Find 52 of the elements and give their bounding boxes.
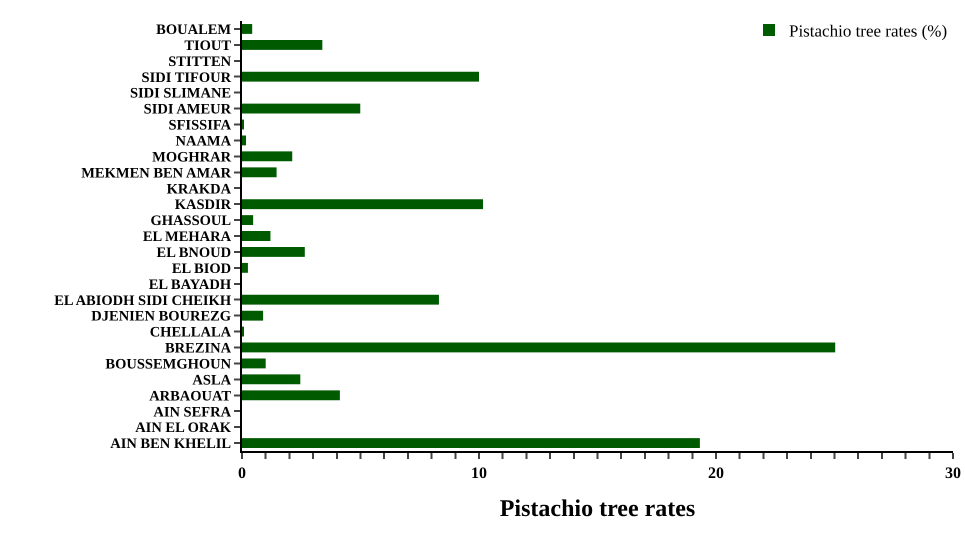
bar bbox=[242, 72, 479, 82]
bar bbox=[242, 136, 246, 146]
y-tick-label: MEKMEN BEN AMAR bbox=[81, 165, 232, 182]
y-tick-label: MOGHRAR bbox=[152, 149, 232, 166]
y-tick-label: BOUSSEMGHOUN bbox=[105, 356, 232, 372]
bar bbox=[242, 294, 439, 305]
bar bbox=[242, 24, 252, 34]
y-tick-label: AIN SEFRA bbox=[153, 404, 232, 420]
y-tick-label: CHELLALA bbox=[150, 324, 232, 341]
y-tick-label: SIDI TIFOUR bbox=[142, 70, 232, 86]
bar bbox=[242, 246, 305, 257]
y-tick-label: ARBAOUAT bbox=[149, 388, 232, 404]
x-tick-label: 20 bbox=[708, 465, 724, 482]
y-tick-label: EL BIOD bbox=[172, 260, 232, 277]
x-tick-label: 30 bbox=[945, 465, 961, 482]
x-tick-label: 0 bbox=[238, 465, 246, 482]
bar bbox=[242, 231, 270, 241]
bar bbox=[242, 40, 322, 50]
y-tick-label: KASDIR bbox=[174, 197, 232, 214]
bar bbox=[242, 262, 248, 273]
bar bbox=[242, 151, 292, 162]
y-tick-label: BREZINA bbox=[165, 340, 232, 357]
bar bbox=[242, 438, 700, 448]
y-tick-label: TIOUT bbox=[184, 38, 232, 54]
bar bbox=[242, 310, 264, 321]
legend-label: Pistachio tree rates (%) bbox=[789, 22, 948, 41]
x-axis-title: Pistachio tree rates bbox=[500, 496, 696, 522]
y-tick-label: STITTEN bbox=[168, 54, 232, 70]
bar bbox=[242, 358, 266, 368]
bar bbox=[242, 215, 254, 226]
y-tick-label: AIN EL ORAK bbox=[135, 420, 232, 436]
y-tick-label: ASLA bbox=[192, 372, 232, 388]
y-tick-label: SIDI AMEUR bbox=[144, 102, 232, 118]
y-tick-label: SIDI SLIMANE bbox=[130, 86, 232, 102]
y-tick-label: EL BAYADH bbox=[148, 276, 232, 293]
y-tick-label: AIN BEN KHELIL bbox=[110, 436, 232, 452]
bar bbox=[242, 199, 484, 210]
x-tick-label: 10 bbox=[471, 465, 487, 482]
bar bbox=[242, 374, 300, 384]
bar bbox=[242, 167, 277, 178]
y-tick-label: EL ABIODH SIDI CHEIKH bbox=[54, 292, 232, 309]
y-tick-label: EL MEHARA bbox=[142, 229, 232, 246]
y-tick-label: DJENIEN BOUREZG bbox=[91, 308, 232, 325]
bar bbox=[242, 342, 836, 352]
y-tick-label: BOUALEM bbox=[156, 22, 232, 38]
bar bbox=[242, 104, 360, 114]
y-tick-label: EL BNOUD bbox=[156, 245, 232, 262]
y-tick-label: SFISSIFA bbox=[168, 118, 232, 134]
y-tick-label: KRAKDA bbox=[166, 181, 232, 198]
y-tick-label: GHASSOUL bbox=[150, 213, 232, 230]
bar bbox=[242, 390, 340, 400]
y-tick-label: NAAMA bbox=[176, 134, 232, 150]
